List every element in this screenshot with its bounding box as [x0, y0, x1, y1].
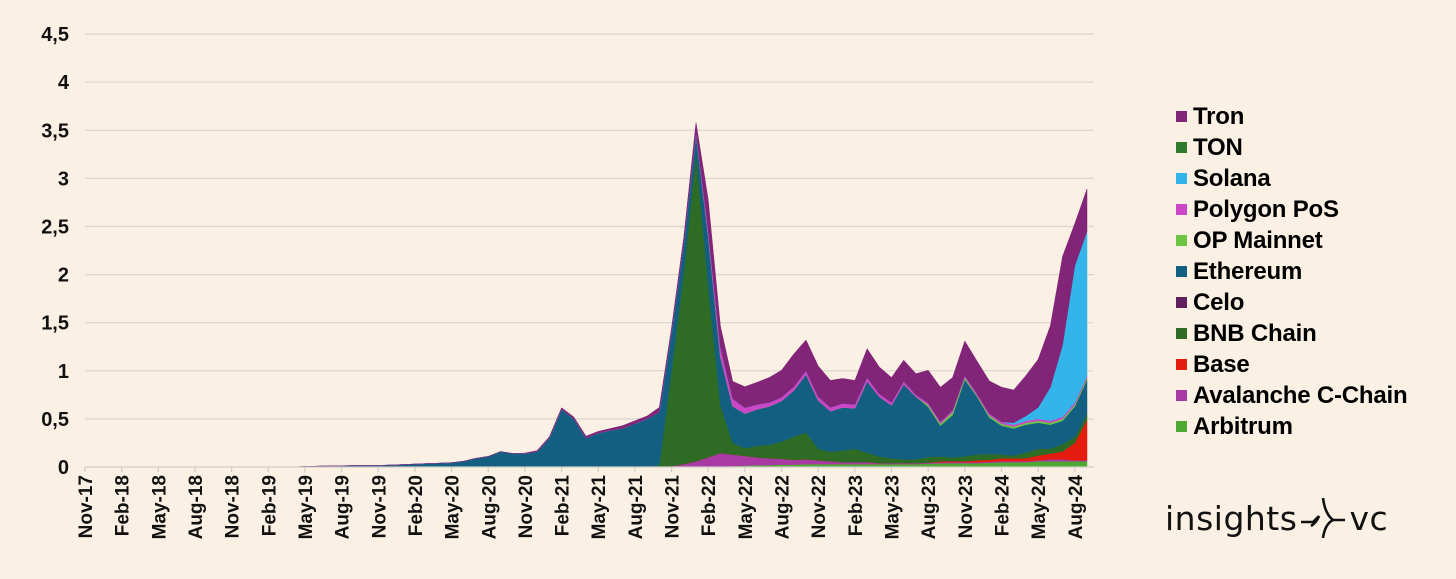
- legend-item: Avalanche C-Chain: [1176, 380, 1408, 411]
- y-tick-label: 1: [58, 361, 69, 383]
- legend-label: Avalanche C-Chain: [1193, 381, 1408, 409]
- chart-legend: Tron TON Solana Polygon PoS OP Mainnet Ethere…: [1176, 101, 1408, 442]
- y-tick-label: 4,5: [41, 24, 69, 46]
- area-tron: [85, 122, 1088, 468]
- x-tick-label: May-21: [589, 475, 610, 540]
- legend-label: Tron: [1193, 102, 1245, 130]
- gridlines: [85, 33, 1094, 420]
- legend-swatch: [1176, 142, 1187, 153]
- legend-item: Base: [1176, 349, 1407, 380]
- legend-swatch: [1176, 359, 1187, 370]
- area-series-group: [85, 122, 1088, 468]
- x-tick-label: Nov-21: [663, 475, 684, 539]
- legend-label: Polygon PoS: [1193, 195, 1339, 223]
- logo-text-insights: insights: [1165, 498, 1298, 538]
- legend-item: TON: [1176, 132, 1407, 163]
- x-axis-tick-labels: Nov-17 Feb-18 May-18 Aug-18 Nov-18 Feb-19 May-…: [76, 475, 1087, 540]
- x-tick-label: Feb-23: [846, 475, 867, 536]
- legend-label: BNB Chain: [1193, 319, 1317, 347]
- x-tick-label: May-23: [883, 475, 904, 539]
- y-tick-label: 1,5: [41, 313, 69, 335]
- legend-swatch: [1176, 390, 1187, 401]
- legend-item: BNB Chain: [1176, 318, 1407, 349]
- x-tick-label: Nov-20: [516, 475, 537, 538]
- area-polygon-pos: [85, 132, 1088, 468]
- x-tick-label: Nov-17: [76, 475, 97, 538]
- x-tick-label: Aug-21: [626, 475, 647, 540]
- y-tick-label: 2: [58, 265, 69, 287]
- legend-swatch: [1176, 266, 1187, 277]
- legend-label: TON: [1193, 133, 1243, 161]
- x-tick-label: Feb-19: [259, 475, 280, 536]
- x-tick-label: Aug-18: [186, 475, 207, 539]
- x-tick-label: Feb-21: [553, 475, 574, 537]
- x-axis: [84, 466, 1094, 472]
- x-tick-label: May-20: [443, 475, 464, 539]
- legend-swatch: [1176, 297, 1187, 308]
- x-tick-label: Aug-20: [479, 475, 500, 539]
- x-tick-label: Feb-22: [699, 475, 720, 536]
- legend-swatch: [1176, 328, 1187, 339]
- x-tick-label: Nov-23: [956, 475, 977, 538]
- y-tick-label: 0: [58, 457, 69, 479]
- legend-label: Arbitrum: [1193, 412, 1293, 440]
- legend-label: Base: [1193, 350, 1250, 378]
- x-tick-label: Nov-22: [809, 475, 830, 538]
- logo-text-vc: vc: [1349, 498, 1389, 538]
- stacked-area-chart: 0 0,5 1 1,5 2 2,5 3 3,5 4 4,5 Nov-17 Feb-18 May-18 A…: [41, 24, 1094, 540]
- y-tick-label: 0,5: [41, 409, 69, 431]
- legend-label: Celo: [1193, 288, 1245, 316]
- x-tick-label: May-18: [149, 475, 170, 539]
- x-tick-label: Feb-20: [406, 475, 427, 536]
- x-tick-label: Aug-19: [333, 475, 354, 539]
- legend-item: OP Mainnet: [1176, 225, 1407, 256]
- x-tick-label: May-22: [736, 475, 757, 539]
- x-tick-label: Nov-18: [223, 475, 244, 538]
- y-tick-label: 2,5: [41, 217, 69, 239]
- legend-swatch: [1176, 111, 1187, 122]
- x-tick-label: Nov-19: [369, 475, 390, 538]
- x-tick-label: May-24: [1029, 475, 1050, 540]
- legend-item: Tron: [1176, 101, 1407, 132]
- logo-mark-icon: [1301, 497, 1346, 539]
- legend-item: Solana: [1176, 163, 1407, 194]
- y-axis-tick-labels: 0 0,5 1 1,5 2 2,5 3 3,5 4 4,5: [41, 24, 70, 479]
- y-tick-label: 3: [58, 168, 69, 190]
- x-tick-label: Feb-24: [993, 475, 1014, 537]
- legend-label: Solana: [1193, 164, 1271, 192]
- legend-swatch: [1176, 421, 1187, 432]
- x-tick-label: Feb-18: [113, 475, 134, 536]
- x-tick-label: Aug-24: [1066, 475, 1087, 540]
- legend-swatch: [1176, 204, 1187, 215]
- x-tick-label: Aug-22: [773, 475, 794, 539]
- legend-item: Arbitrum: [1176, 411, 1407, 442]
- legend-swatch: [1176, 173, 1187, 184]
- legend-item: Polygon PoS: [1176, 194, 1407, 225]
- insights-vc-logo: insights vc: [1165, 496, 1388, 540]
- y-tick-label: 3,5: [41, 120, 69, 142]
- legend-item: Ethereum: [1176, 256, 1407, 287]
- legend-label: OP Mainnet: [1193, 226, 1323, 254]
- y-tick-label: 4: [58, 72, 70, 94]
- legend-label: Ethereum: [1193, 257, 1303, 285]
- x-tick-label: Aug-23: [919, 475, 940, 539]
- legend-swatch: [1176, 235, 1187, 246]
- x-tick-label: May-19: [296, 475, 317, 539]
- legend-item: Celo: [1176, 287, 1407, 318]
